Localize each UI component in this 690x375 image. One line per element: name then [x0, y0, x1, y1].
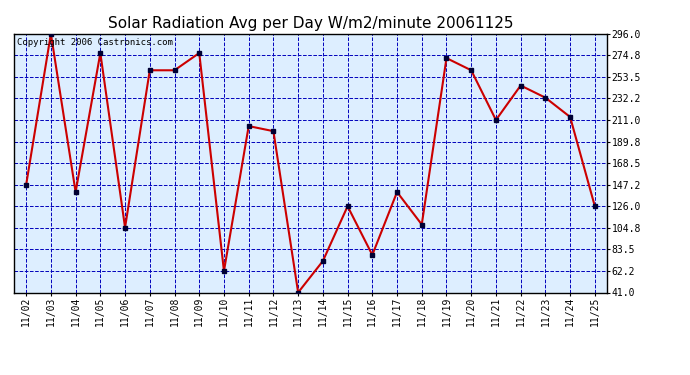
Text: Copyright 2006 Castronics.com: Copyright 2006 Castronics.com	[17, 38, 172, 46]
Title: Solar Radiation Avg per Day W/m2/minute 20061125: Solar Radiation Avg per Day W/m2/minute …	[108, 16, 513, 31]
